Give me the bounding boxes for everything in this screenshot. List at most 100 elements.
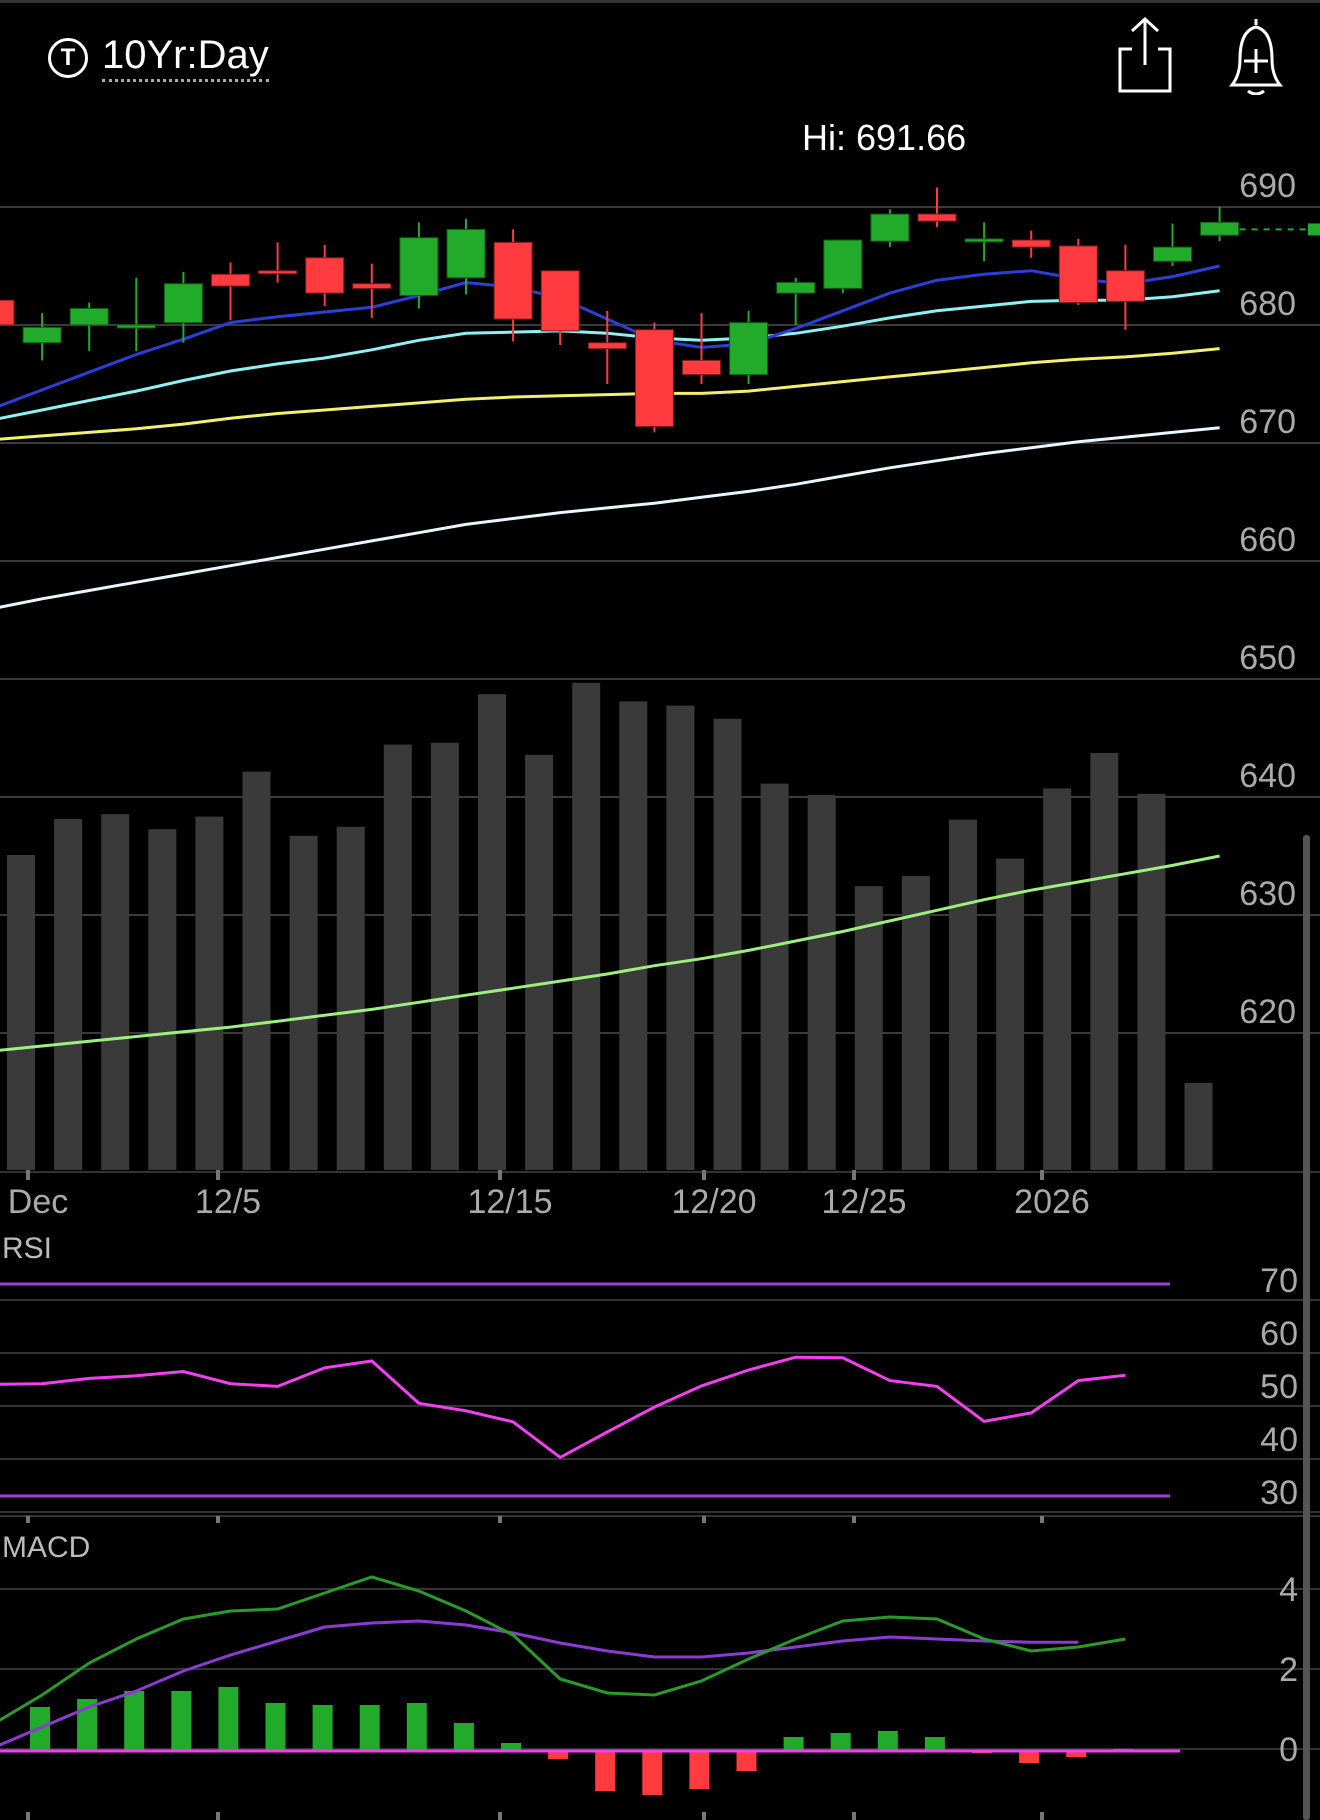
macd-signal-line — [0, 1619, 1079, 1747]
top-bar: T 10Yr:Day — [0, 0, 1320, 110]
bell-plus-icon — [1228, 19, 1284, 96]
candle-body — [540, 270, 580, 332]
candle-body — [1200, 221, 1240, 236]
macd-histogram-bar — [124, 1691, 145, 1751]
price-tick-label: 690 — [1239, 167, 1296, 205]
candle-body — [493, 241, 533, 320]
candle-body — [1058, 245, 1098, 304]
macd-line — [0, 1575, 1126, 1722]
macd-histogram-bar — [218, 1687, 239, 1751]
candle-body — [22, 326, 62, 344]
price-tick-label: 630 — [1239, 875, 1296, 913]
ma-white-line — [0, 426, 1220, 609]
share-button[interactable] — [1110, 15, 1182, 95]
rsi-label: RSI — [2, 1232, 52, 1265]
rsi-tick-label: 50 — [1260, 1368, 1298, 1406]
macd-histogram-bar — [783, 1737, 804, 1751]
macd-histogram-bar — [924, 1737, 945, 1751]
volume-bar — [242, 771, 271, 1170]
timeframe-selector[interactable]: T 10Yr:Day — [48, 33, 269, 82]
macd-label: MACD — [2, 1531, 90, 1564]
macd-histogram-bar — [359, 1705, 380, 1751]
volume-bar — [760, 783, 789, 1170]
rsi-tick-label: 40 — [1260, 1421, 1298, 1459]
symbol-badge: T — [48, 37, 88, 78]
candle-body — [776, 282, 816, 294]
volume-bar — [996, 858, 1025, 1170]
volume-bar — [572, 682, 601, 1170]
last-price-marker — [1308, 223, 1320, 236]
volume-bar — [148, 829, 177, 1170]
price-tick-label: 650 — [1239, 639, 1296, 677]
candle-body — [69, 307, 109, 326]
macd-histogram-bar — [312, 1705, 333, 1751]
candle-body — [352, 283, 392, 289]
candle-body — [399, 237, 439, 296]
volume-bar — [807, 795, 836, 1170]
macd-histogram-bar — [642, 1751, 663, 1795]
scrollbar[interactable] — [1303, 835, 1310, 1820]
volume-bar — [854, 886, 883, 1170]
date-tick-label: Dec — [8, 1183, 68, 1221]
volume-bar — [195, 816, 224, 1170]
rsi-tick-label: 30 — [1260, 1474, 1298, 1512]
macd-histogram-bar — [689, 1751, 710, 1789]
macd-histogram-bar — [501, 1743, 521, 1751]
date-tick-label: 2026 — [1014, 1183, 1090, 1221]
volume-bar — [383, 744, 412, 1170]
macd-histogram-bar — [171, 1691, 192, 1751]
macd-histogram-bar — [265, 1703, 286, 1751]
macd-histogram-bar — [736, 1751, 757, 1771]
volume-bar — [949, 819, 977, 1170]
price-tick-label: 620 — [1239, 993, 1296, 1031]
macd-histogram-bar — [595, 1751, 616, 1791]
candle-body — [1105, 270, 1145, 302]
date-tick-label: 12/20 — [671, 1183, 756, 1221]
candle-body — [1153, 246, 1192, 262]
volume-bar — [901, 876, 930, 1170]
macd-histogram-bar — [406, 1703, 427, 1751]
price-tick-label: 670 — [1239, 403, 1296, 441]
volume-bar — [1137, 793, 1166, 1170]
timeframe-label: 10Yr:Day — [102, 33, 269, 82]
volume-bar — [478, 694, 506, 1170]
volume-bar — [7, 855, 35, 1170]
macd-histogram-bar — [1066, 1751, 1087, 1757]
candle-body — [964, 238, 1004, 243]
macd-histogram-bar — [453, 1723, 474, 1751]
macd-histogram-bar — [830, 1733, 851, 1751]
rsi-tick-label: 70 — [1260, 1262, 1298, 1300]
add-alert-button[interactable] — [1216, 15, 1296, 96]
candle-body — [729, 322, 769, 376]
macd-histogram-bar — [1019, 1751, 1040, 1763]
candle-body — [823, 239, 863, 289]
candle-body — [0, 299, 15, 326]
volume-bar — [666, 705, 695, 1170]
volume-bar — [54, 819, 83, 1170]
date-tick-label: 12/25 — [821, 1183, 906, 1221]
price-tick-label: 680 — [1239, 285, 1296, 323]
macd-histogram-bar — [77, 1699, 98, 1751]
candle-body — [258, 270, 298, 275]
macd-tick-label: 4 — [1279, 1571, 1298, 1609]
volume-bar — [713, 718, 742, 1170]
candle-body — [682, 359, 721, 376]
share-icon — [1118, 16, 1172, 93]
candle-body — [163, 283, 203, 324]
volume-bar — [525, 754, 554, 1170]
candle-body — [634, 329, 674, 427]
date-tick-label: 12/5 — [195, 1183, 261, 1221]
candle-body — [917, 213, 957, 222]
date-tick-label: 12/15 — [467, 1183, 552, 1221]
volume-bar — [1043, 788, 1072, 1170]
candle-body — [870, 213, 910, 242]
volume-bar — [430, 742, 459, 1170]
macd-histogram-bar — [548, 1751, 569, 1759]
macd-tick-label: 0 — [1279, 1731, 1298, 1769]
volume-bar — [289, 835, 318, 1170]
candle-body — [211, 273, 250, 287]
rsi-line — [0, 1355, 1126, 1460]
price-tick-label: 660 — [1239, 521, 1296, 559]
volume-bar — [1184, 1083, 1213, 1170]
